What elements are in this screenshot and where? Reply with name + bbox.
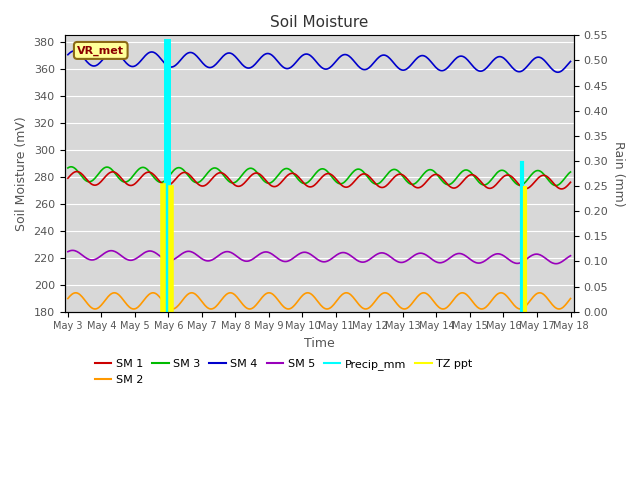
Text: VR_met: VR_met: [77, 45, 124, 56]
Y-axis label: Rain (mm): Rain (mm): [612, 141, 625, 206]
X-axis label: Time: Time: [304, 337, 335, 350]
Legend: SM 1, SM 2, SM 3, SM 4, SM 5, Precip_mm, TZ ppt: SM 1, SM 2, SM 3, SM 4, SM 5, Precip_mm,…: [90, 355, 477, 389]
Title: Soil Moisture: Soil Moisture: [270, 15, 369, 30]
Y-axis label: Soil Moisture (mV): Soil Moisture (mV): [15, 116, 28, 231]
